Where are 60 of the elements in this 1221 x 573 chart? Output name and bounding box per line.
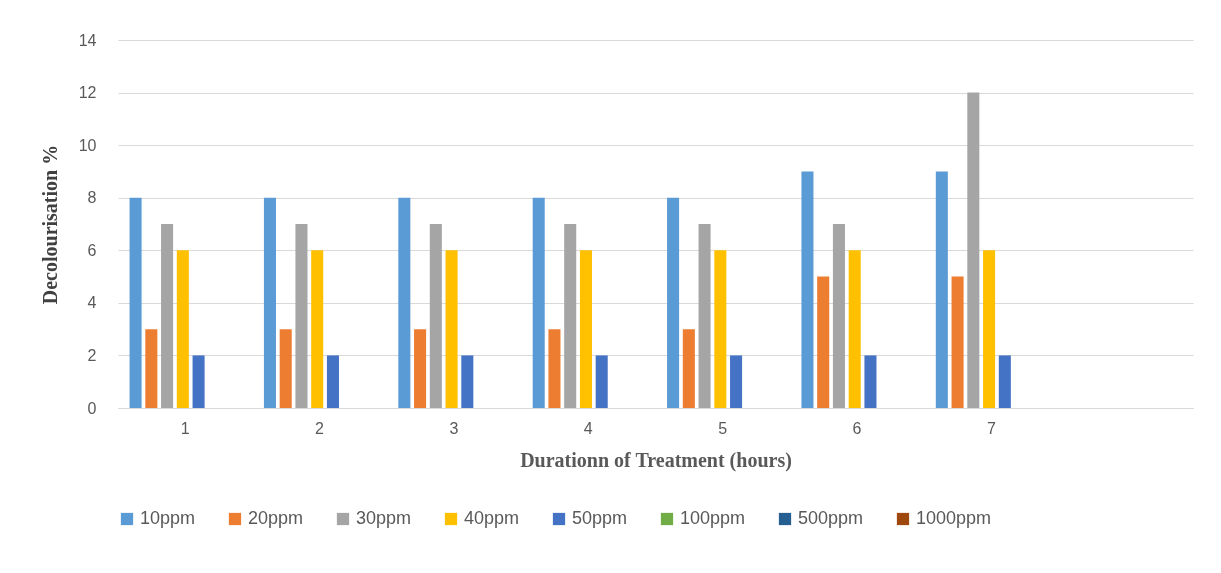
bar: [192, 355, 205, 408]
x-axis-title: Durationn of Treatment (hours): [520, 448, 792, 472]
bar: [429, 224, 442, 408]
y-axis-title: Decolourisation %: [38, 144, 61, 305]
x-tick-label: 7: [986, 419, 996, 437]
bar: [951, 276, 964, 408]
bar: [935, 171, 948, 408]
bar: [682, 329, 695, 408]
bar: [864, 355, 877, 408]
y-tick-label: 14: [78, 31, 97, 49]
bar: [595, 355, 608, 408]
bar: [714, 250, 727, 408]
bar: [832, 224, 845, 408]
y-tick-label: 12: [78, 84, 97, 102]
bar: [698, 224, 711, 408]
x-tick-label: 4: [583, 419, 593, 437]
bar: [967, 92, 980, 408]
bar: [145, 329, 158, 408]
bar: [998, 355, 1011, 408]
x-tick-label: 6: [852, 419, 862, 437]
bar: [326, 355, 339, 408]
bar: [532, 197, 545, 408]
legend-label: 30ppm: [356, 508, 412, 528]
y-tick-label: 10: [78, 136, 97, 154]
bar: [445, 250, 458, 408]
y-tick-label: 4: [87, 294, 97, 312]
bar: [461, 355, 474, 408]
legend-label: 20ppm: [248, 508, 304, 528]
y-tick-label: 6: [87, 241, 97, 259]
y-tick-label: 2: [87, 346, 97, 364]
legend-label: 50ppm: [572, 508, 628, 528]
legend-label: 40ppm: [464, 508, 520, 528]
x-tick-label: 1: [180, 419, 190, 437]
legend-label: 10ppm: [140, 508, 196, 528]
legend-label: 1000ppm: [916, 508, 992, 528]
bar: [279, 329, 292, 408]
y-tick-label: 8: [87, 189, 97, 207]
legend-label: 500ppm: [798, 508, 864, 528]
bar: [848, 250, 861, 408]
y-tick-label: 0: [87, 399, 97, 417]
bar: [564, 224, 577, 408]
x-tick-label: 2: [315, 419, 325, 437]
bar: [983, 250, 996, 408]
x-tick-label: 3: [449, 419, 459, 437]
bar: [548, 329, 561, 408]
bar: [667, 197, 680, 408]
bar: [176, 250, 189, 408]
bar: [398, 197, 411, 408]
bar: [161, 224, 174, 408]
bar: [579, 250, 592, 408]
legend-label: 100ppm: [680, 508, 746, 528]
bar: [263, 197, 276, 408]
bar: [311, 250, 324, 408]
x-tick-label: 5: [718, 419, 728, 437]
bar: [129, 197, 142, 408]
bar: [730, 355, 743, 408]
bar: [817, 276, 830, 408]
bar: [801, 171, 814, 408]
bar: [295, 224, 308, 408]
bar: [414, 329, 427, 408]
